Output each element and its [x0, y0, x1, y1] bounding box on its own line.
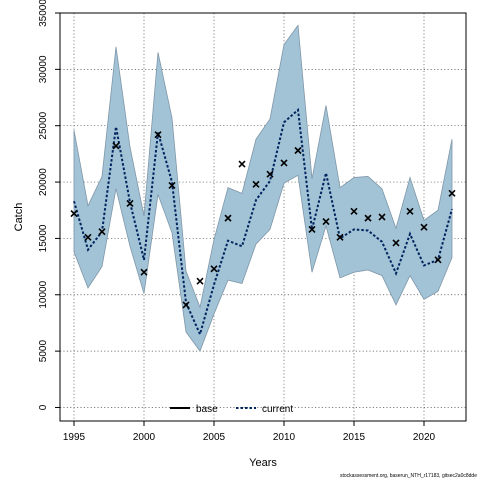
- observed-point-2007: [238, 160, 246, 168]
- observed-point-2005: [210, 265, 218, 273]
- observed-point-2006: [224, 214, 232, 222]
- observed-point-2020: [420, 223, 428, 231]
- y-tick-label-35000: 35000: [38, 0, 49, 27]
- y-axis-label: Catch: [13, 203, 25, 232]
- observed-point-1996: [84, 233, 92, 241]
- observed-point-2010: [280, 159, 288, 167]
- observed-point-2001: [154, 131, 162, 139]
- x-axis-label: Years: [249, 457, 277, 469]
- y-tick-label-0: 0: [38, 404, 49, 410]
- observed-points-layer: [70, 131, 456, 309]
- x-tick-label-2010: 2010: [273, 432, 296, 443]
- x-tick-label-2005: 2005: [203, 432, 226, 443]
- observed-point-2000: [140, 268, 148, 276]
- legend-current-label: current: [262, 404, 293, 415]
- observed-point-2022: [448, 189, 456, 197]
- observed-point-2013: [322, 217, 330, 226]
- y-tick-label-25000: 25000: [38, 111, 49, 139]
- x-axis-ticks: 1995 2000 2005 2010 2015 2020: [63, 421, 436, 443]
- y-tick-label-15000: 15000: [38, 224, 49, 252]
- observed-point-2011: [294, 146, 302, 155]
- footer-credit: stockassessment.org, baserun_NTH_r17183,…: [340, 473, 477, 479]
- plot-frame: [59, 12, 467, 422]
- observed-point-1997: [98, 228, 106, 236]
- legend-base-label: base: [196, 404, 218, 415]
- series-line-layer: [73, 107, 453, 338]
- observed-point-2012: [308, 225, 316, 233]
- legend: base current: [170, 404, 293, 415]
- observed-point-2009: [266, 170, 274, 178]
- observed-point-1998: [112, 142, 120, 150]
- observed-point-2018: [392, 239, 400, 247]
- observed-point-2016: [364, 214, 372, 222]
- observed-point-1999: [126, 199, 134, 208]
- series-line-current: [73, 107, 453, 338]
- observed-point-2019: [406, 207, 414, 215]
- x-tick-label-2000: 2000: [133, 432, 156, 443]
- x-tick-label-2020: 2020: [413, 432, 436, 443]
- confidence-band-layer: [73, 24, 453, 352]
- y-tick-label-20000: 20000: [38, 168, 49, 196]
- y-tick-label-10000: 10000: [38, 280, 49, 308]
- observed-point-2008: [252, 180, 260, 188]
- observed-point-2003: [182, 301, 190, 309]
- y-tick-label-30000: 30000: [38, 55, 49, 83]
- observed-point-1995: [70, 210, 78, 218]
- y-axis-ticks: 0 5000 10000 15000 20000 25000 30000 35000: [38, 0, 60, 410]
- observed-point-2021: [434, 256, 442, 264]
- observed-point-2017: [378, 213, 386, 221]
- observed-point-2002: [168, 181, 176, 190]
- observed-point-2004: [196, 277, 204, 285]
- y-tick-label-5000: 5000: [38, 340, 49, 363]
- x-tick-label-1995: 1995: [63, 432, 86, 443]
- observed-point-2014: [336, 233, 344, 241]
- confidence-band: [73, 24, 453, 352]
- x-tick-label-2015: 2015: [343, 432, 366, 443]
- observed-point-2015: [350, 207, 358, 215]
